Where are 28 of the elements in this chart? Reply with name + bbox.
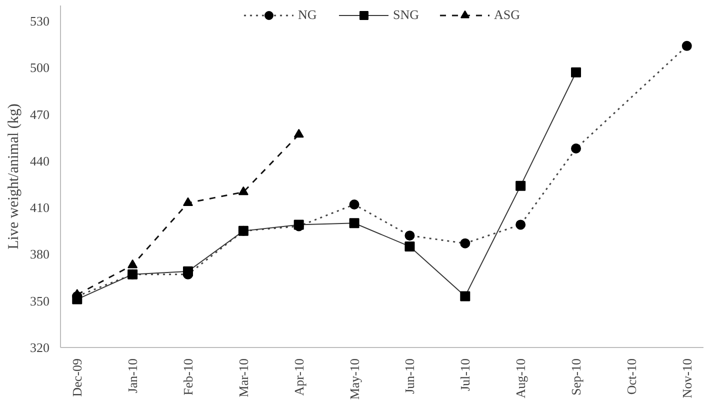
point — [294, 128, 304, 138]
x-tick-label: Apr-10 — [291, 358, 306, 396]
y-axis-title: Live weight/animal (kg) — [6, 104, 22, 250]
x-tick-label: Jun-10 — [402, 358, 418, 394]
x-tick-label: Jul-10 — [458, 358, 473, 391]
y-tick-label: 320 — [30, 340, 50, 355]
y-tick-label: 350 — [30, 293, 50, 308]
x-tick-label: Oct-10 — [624, 358, 639, 395]
point — [238, 186, 248, 196]
x-tick-label: Sep-10 — [568, 358, 584, 396]
y-tick-label: 380 — [30, 246, 50, 262]
x-tick-label: May-10 — [346, 358, 362, 400]
point — [182, 197, 193, 206]
y-tick-label: 470 — [30, 106, 50, 122]
y-tick-label: 440 — [30, 153, 50, 168]
x-tick-label: Dec-09 — [70, 358, 85, 397]
y-tick-label: 410 — [30, 200, 50, 216]
legend-label: NG — [298, 7, 318, 23]
y-tick-label: 500 — [30, 60, 50, 76]
legend-label: SNG — [392, 7, 419, 23]
x-tick-label: Feb-10 — [180, 358, 196, 396]
x-tick-label: Aug-10 — [513, 358, 528, 398]
x-tick-label: Jan-10 — [125, 358, 140, 394]
legend-label: ASG — [494, 7, 520, 23]
point — [128, 259, 138, 268]
x-tick-label: Mar-10 — [236, 358, 251, 398]
x-tick-label: Nov-10 — [679, 358, 694, 398]
y-tick-label: 530 — [30, 14, 50, 29]
